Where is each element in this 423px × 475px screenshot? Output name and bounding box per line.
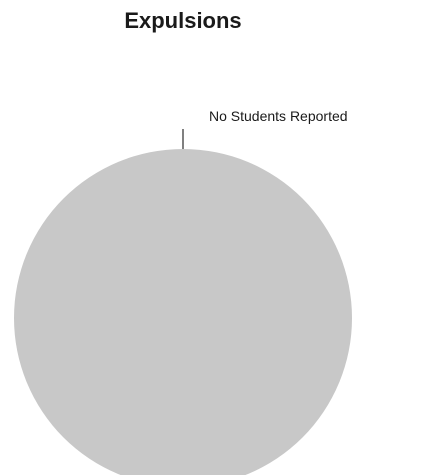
pie-slices [14, 149, 352, 475]
chart-title: Expulsions [124, 8, 242, 33]
slice-label: No Students Reported [209, 108, 348, 124]
pie-labels: No Students Reported [182, 108, 348, 149]
pie-slice [14, 149, 352, 475]
